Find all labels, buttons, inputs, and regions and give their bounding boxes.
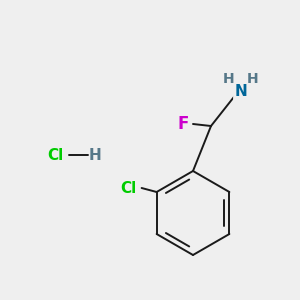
Text: H: H xyxy=(223,72,235,86)
Text: Cl: Cl xyxy=(47,148,63,163)
Text: H: H xyxy=(88,148,101,163)
Text: N: N xyxy=(235,85,248,100)
Text: H: H xyxy=(247,72,259,86)
Text: Cl: Cl xyxy=(121,181,137,196)
Text: F: F xyxy=(177,115,189,133)
